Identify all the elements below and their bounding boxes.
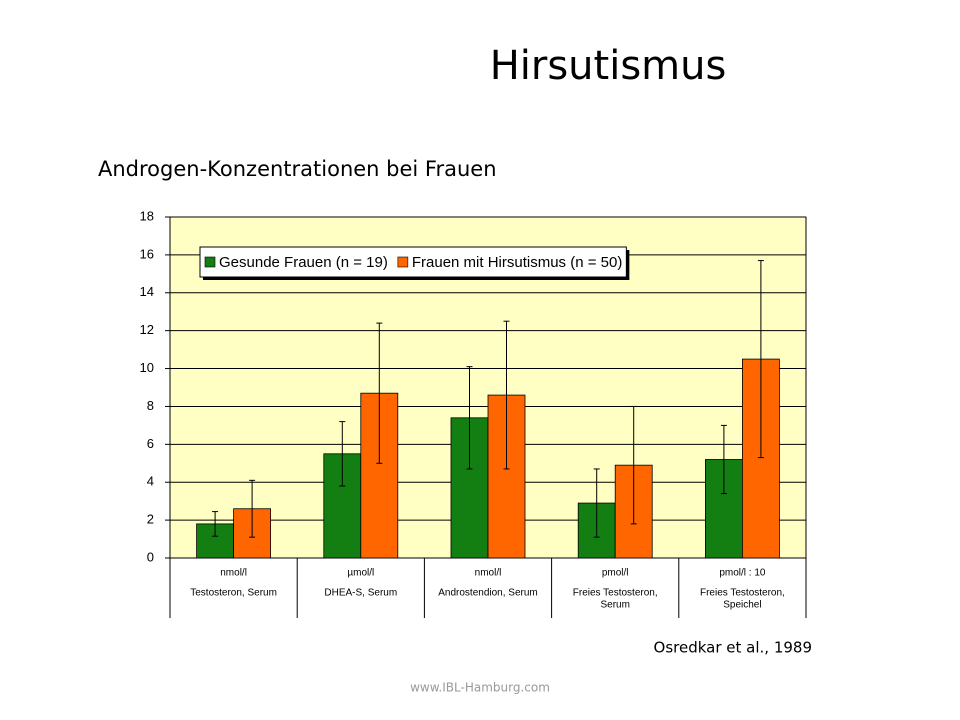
y-tick-label: 14 [140, 284, 154, 299]
legend [199, 246, 627, 278]
error-bar [757, 260, 764, 459]
x-tick-label: Speichel [723, 600, 761, 611]
x-tick-label: Freies Testosteron, [573, 588, 658, 599]
source: Osredkar et al., 1989 [654, 639, 812, 657]
y-tick-label: 12 [140, 322, 154, 337]
error-bar [376, 322, 383, 464]
x-tick-label: pmol/l [602, 568, 629, 579]
error-bar [503, 320, 510, 470]
x-tick-label: DHEA-S, Serum [324, 588, 397, 599]
y-tick-label: 16 [140, 246, 154, 261]
y-tick-label: 10 [140, 360, 154, 375]
error-bar [720, 424, 727, 495]
error-bar [593, 468, 600, 538]
x-tick-label: Serum [600, 600, 629, 611]
slide-title: Hirsutismus [490, 43, 727, 89]
error-bar [630, 405, 637, 525]
x-tick-label: µmol/l [347, 568, 374, 579]
legend-label: Gesunde Frauen (n = 19) [219, 254, 388, 271]
legend-swatch [397, 256, 409, 268]
legend-label: Frauen mit Hirsutismus (n = 50) [412, 254, 622, 271]
error-bar [339, 421, 346, 487]
x-tick-label: Androstendion, Serum [438, 588, 538, 599]
error-bar [212, 511, 219, 537]
error-bar [466, 366, 473, 470]
error-bar [249, 479, 256, 538]
x-tick-label: Testosteron, Serum [190, 588, 277, 599]
y-tick-label: 8 [147, 398, 154, 413]
footer: www.IBL-Hamburg.com [410, 681, 550, 695]
x-tick-label: nmol/l [220, 568, 247, 579]
x-tick-label: nmol/l [475, 568, 502, 579]
legend-swatch [204, 256, 216, 268]
chart-title: Androgen-Konzentrationen bei Frauen [98, 157, 497, 181]
y-tick-label: 18 [140, 208, 154, 223]
x-tick-label: Freies Testosteron, [700, 588, 785, 599]
y-tick-label: 2 [147, 512, 154, 527]
y-tick-label: 0 [147, 549, 154, 564]
y-tick-label: 4 [147, 474, 154, 489]
y-tick-label: 6 [147, 436, 154, 451]
x-tick-label: pmol/l : 10 [719, 568, 766, 579]
